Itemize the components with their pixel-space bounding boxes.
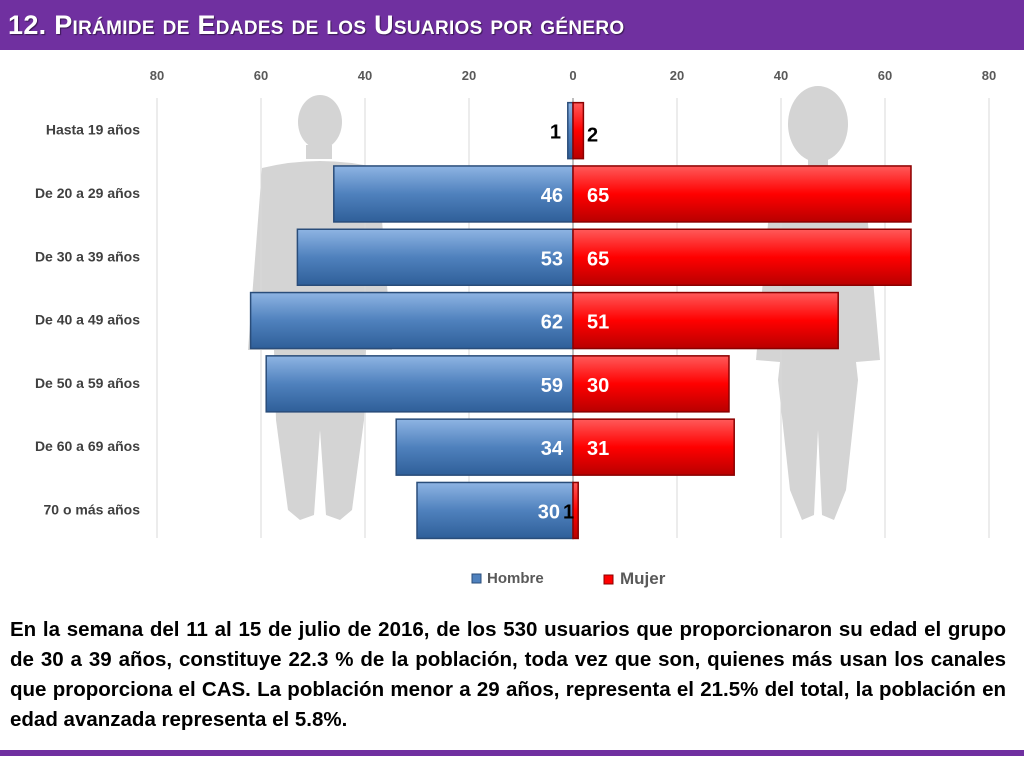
- data-label-mujer: 30: [587, 375, 609, 397]
- bar-mujer: [572, 418, 735, 476]
- category-label: De 30 a 39 años: [35, 248, 140, 264]
- x-tick-label: 0: [569, 68, 576, 83]
- category-label: 70 o más años: [44, 501, 141, 517]
- data-label-hombre: 59: [541, 375, 563, 397]
- data-label-hombre: 53: [541, 248, 563, 270]
- data-label-mujer: 65: [587, 185, 609, 207]
- category-label: De 20 a 29 años: [35, 185, 140, 201]
- bottom-bar: [0, 750, 1024, 756]
- x-tick-label: 60: [878, 68, 892, 83]
- y-axis-labels: Hasta 19 años De 20 a 29 años De 30 a 39 a…: [35, 122, 140, 518]
- bar-mujer: [572, 101, 585, 160]
- legend-label-hombre: Hombre: [487, 570, 544, 587]
- legend: Hombre Mujer: [471, 569, 666, 588]
- data-label-hombre: 1: [550, 122, 561, 144]
- bar-hombre: [296, 228, 574, 286]
- legend-swatch-mujer: [603, 574, 614, 585]
- category-label: De 40 a 49 años: [35, 312, 140, 328]
- data-label-mujer: 51: [587, 312, 609, 334]
- bar-mujer: [572, 481, 579, 540]
- legend-label-mujer: Mujer: [620, 569, 666, 588]
- data-label-mujer: 1: [563, 501, 574, 523]
- data-label-mujer: 65: [587, 248, 609, 270]
- bar-hombre: [265, 355, 574, 413]
- x-tick-label: 60: [254, 68, 268, 83]
- data-label-mujer: 31: [587, 438, 609, 460]
- data-label-hombre: 34: [541, 438, 564, 460]
- x-tick-label: 80: [982, 68, 996, 83]
- data-label-mujer: 2: [587, 125, 598, 147]
- bar-hombre: [567, 101, 574, 160]
- bar-mujer: [572, 228, 912, 286]
- category-label: Hasta 19 años: [46, 122, 140, 138]
- bar-hombre: [249, 291, 574, 350]
- category-label: De 50 a 59 años: [35, 375, 140, 391]
- x-tick-label: 20: [670, 68, 684, 83]
- data-label-hombre: 30: [538, 501, 560, 523]
- x-tick-label: 40: [774, 68, 788, 83]
- page-title: 12. Pirámide de Edades de los Usuarios p…: [8, 10, 625, 40]
- data-label-hombre: 46: [541, 185, 563, 207]
- bar-hombre: [395, 418, 574, 476]
- x-tick-label: 40: [358, 68, 372, 83]
- bar-mujer: [572, 355, 730, 413]
- title-bar: 12. Pirámide de Edades de los Usuarios p…: [0, 0, 1024, 50]
- legend-swatch-hombre: [471, 573, 482, 584]
- x-axis-ticks: 80 60 40 20 0 20 40 60 80: [150, 68, 996, 83]
- bar-hombre: [333, 165, 574, 223]
- x-tick-label: 20: [462, 68, 476, 83]
- category-label: De 60 a 69 años: [35, 438, 140, 454]
- data-label-hombre: 62: [541, 312, 563, 334]
- x-tick-label: 80: [150, 68, 164, 83]
- description-text: En la semana del 11 al 15 de julio de 20…: [10, 618, 1006, 731]
- pyramid-chart: 80 60 40 20 0 20 40 60 80 Hasta 19 años De 20 a 2…: [0, 50, 1024, 610]
- bar-mujer: [572, 165, 912, 223]
- bar-mujer: [572, 291, 839, 350]
- chart-svg: 80 60 40 20 0 20 40 60 80 Hasta 19 años De 20 a 2…: [35, 68, 996, 588]
